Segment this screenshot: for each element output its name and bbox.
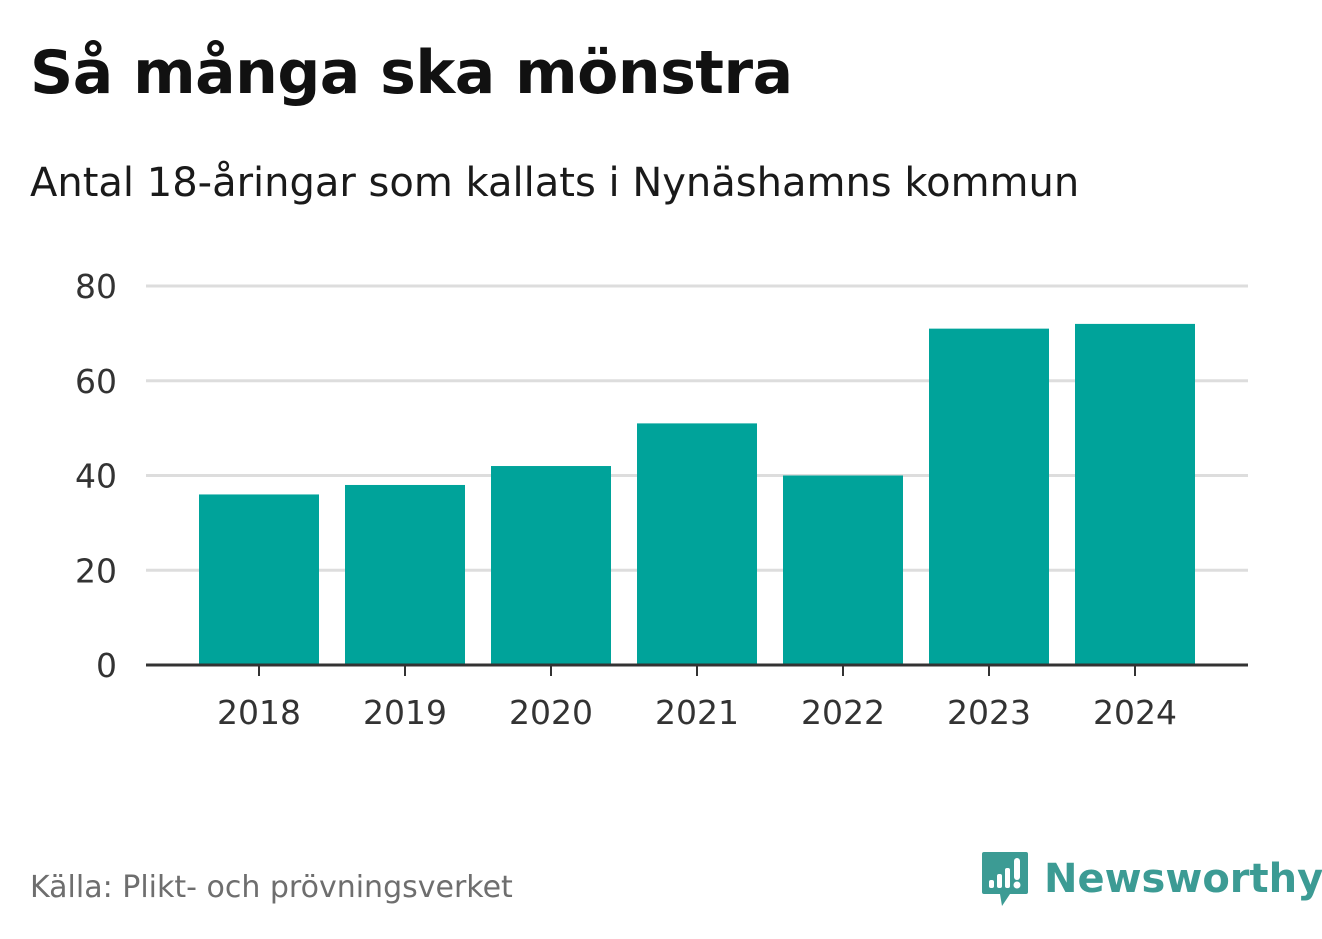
bar-chart-speech-bubble-icon [982,852,1028,906]
source-note: Källa: Plikt- och prövningsverket [30,870,513,905]
chart-title: Så många ska mönstra [30,38,793,108]
brand-name: Newsworthy [1044,856,1322,902]
x-tick-label: 2019 [363,693,447,732]
x-tick-label: 2023 [947,693,1031,732]
y-tick-label: 60 [75,362,117,401]
x-tick-label: 2021 [655,693,739,732]
y-tick-label: 0 [96,646,117,685]
brand-logo: Newsworthy [980,850,1322,908]
bar [929,328,1049,665]
x-tick-label: 2020 [509,693,593,732]
chart-subtitle: Antal 18-åringar som kallats i Nynäshamn… [30,160,1080,206]
x-tick-label: 2022 [801,693,885,732]
bar [345,484,465,665]
y-tick-label: 20 [75,551,117,590]
bar [199,494,319,665]
x-tick-label: 2024 [1093,693,1177,732]
y-tick-label: 40 [75,457,117,496]
bar [491,466,611,665]
bar [1075,323,1195,665]
bar [783,475,903,665]
bar [637,423,757,665]
y-tick-label: 80 [75,267,117,306]
x-tick-label: 2018 [217,693,301,732]
